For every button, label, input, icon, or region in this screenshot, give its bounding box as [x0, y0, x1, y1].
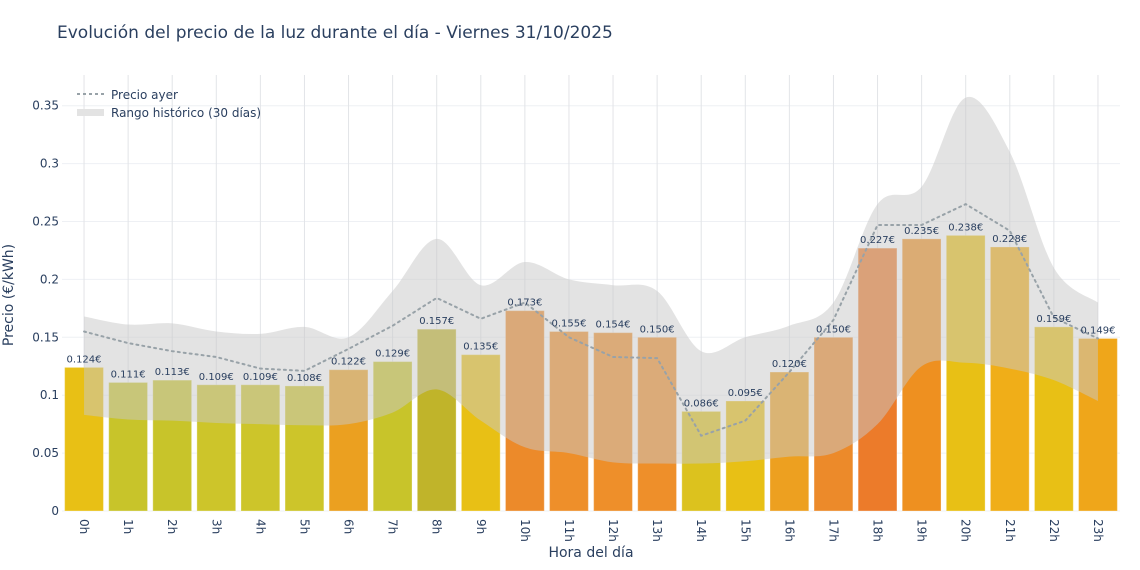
bar-value-label: 0.113€ — [155, 367, 190, 378]
x-tick-label: 19h — [915, 519, 929, 542]
bar-value-label: 0.154€ — [596, 320, 631, 331]
x-tick-label: 6h — [342, 519, 356, 534]
x-tick-label: 9h — [474, 519, 488, 534]
y-tick-label: 0.1 — [40, 388, 59, 402]
x-tick-label: 13h — [650, 519, 664, 542]
y-tick-label: 0.2 — [40, 272, 59, 286]
x-tick-label: 10h — [518, 519, 532, 542]
bar-value-label: 0.150€ — [816, 324, 851, 335]
yesterday-price-line — [83, 202, 1099, 437]
bar-value-label: 0.149€ — [1080, 325, 1115, 336]
x-tick-label: 20h — [959, 519, 973, 542]
bar-value-label: 0.111€ — [111, 369, 146, 380]
y-tick-label: 0.05 — [32, 446, 59, 460]
historic-range-band — [84, 96, 1098, 464]
bar-value-label: 0.150€ — [640, 324, 675, 335]
legend-band-icon — [77, 109, 104, 116]
bar-value-label: 0.108€ — [287, 373, 322, 384]
bar-value-label: 0.086€ — [684, 398, 719, 409]
bar-value-label: 0.235€ — [904, 226, 939, 237]
bar-value-label: 0.120€ — [772, 359, 807, 370]
bar-value-label: 0.238€ — [948, 222, 983, 233]
bar-value-label: 0.157€ — [419, 316, 454, 327]
bar-value-label: 0.155€ — [551, 319, 586, 330]
y-tick-label: 0.3 — [40, 157, 59, 171]
bar-value-label: 0.109€ — [243, 372, 278, 383]
x-tick-label: 1h — [121, 519, 135, 534]
x-tick-label: 5h — [297, 519, 311, 534]
bar-value-label: 0.129€ — [375, 349, 410, 360]
x-tick-label: 8h — [430, 519, 444, 534]
x-tick-label: 21h — [1003, 519, 1017, 542]
y-tick-label: 0.15 — [32, 330, 59, 344]
legend-yesterday: Precio ayer — [111, 88, 178, 102]
y-tick-label: 0.35 — [32, 99, 59, 113]
x-tick-label: 17h — [826, 519, 840, 542]
bar-value-label: 0.227€ — [860, 235, 895, 246]
bar-value-label: 0.095€ — [728, 388, 763, 399]
x-axis-label: Hora del día — [548, 545, 633, 561]
x-tick-label: 4h — [253, 519, 267, 534]
x-tick-label: 11h — [562, 519, 576, 542]
y-axis-label: Precio (€/kWh) — [1, 244, 17, 346]
x-tick-label: 14h — [694, 519, 708, 542]
bar-value-label: 0.173€ — [507, 298, 542, 309]
bar-value-label: 0.228€ — [992, 234, 1027, 245]
y-tick-label: 0.25 — [32, 215, 59, 229]
bar-value-label: 0.135€ — [463, 342, 498, 353]
bar-value-label: 0.109€ — [199, 372, 234, 383]
legend-range: Rango histórico (30 días) — [111, 106, 261, 120]
bar-value-label: 0.124€ — [67, 354, 102, 365]
bar-value-label: 0.159€ — [1036, 314, 1071, 325]
x-tick-label: 15h — [738, 519, 752, 542]
x-tick-label: 12h — [606, 519, 620, 542]
bar-value-label: 0.122€ — [331, 357, 366, 368]
x-tick-label: 0h — [77, 519, 91, 534]
x-tick-label: 3h — [209, 519, 223, 534]
x-tick-label: 23h — [1091, 519, 1105, 542]
y-tick-label: 0 — [51, 504, 59, 518]
x-tick-label: 22h — [1047, 519, 1061, 542]
chart-title: Evolución del precio de la luz durante e… — [57, 23, 613, 43]
x-tick-label: 18h — [871, 519, 885, 542]
x-tick-label: 16h — [782, 519, 796, 542]
x-tick-label: 2h — [165, 519, 179, 534]
x-tick-label: 7h — [386, 519, 400, 534]
legend: Precio ayer Rango histórico (30 días) — [77, 88, 261, 120]
